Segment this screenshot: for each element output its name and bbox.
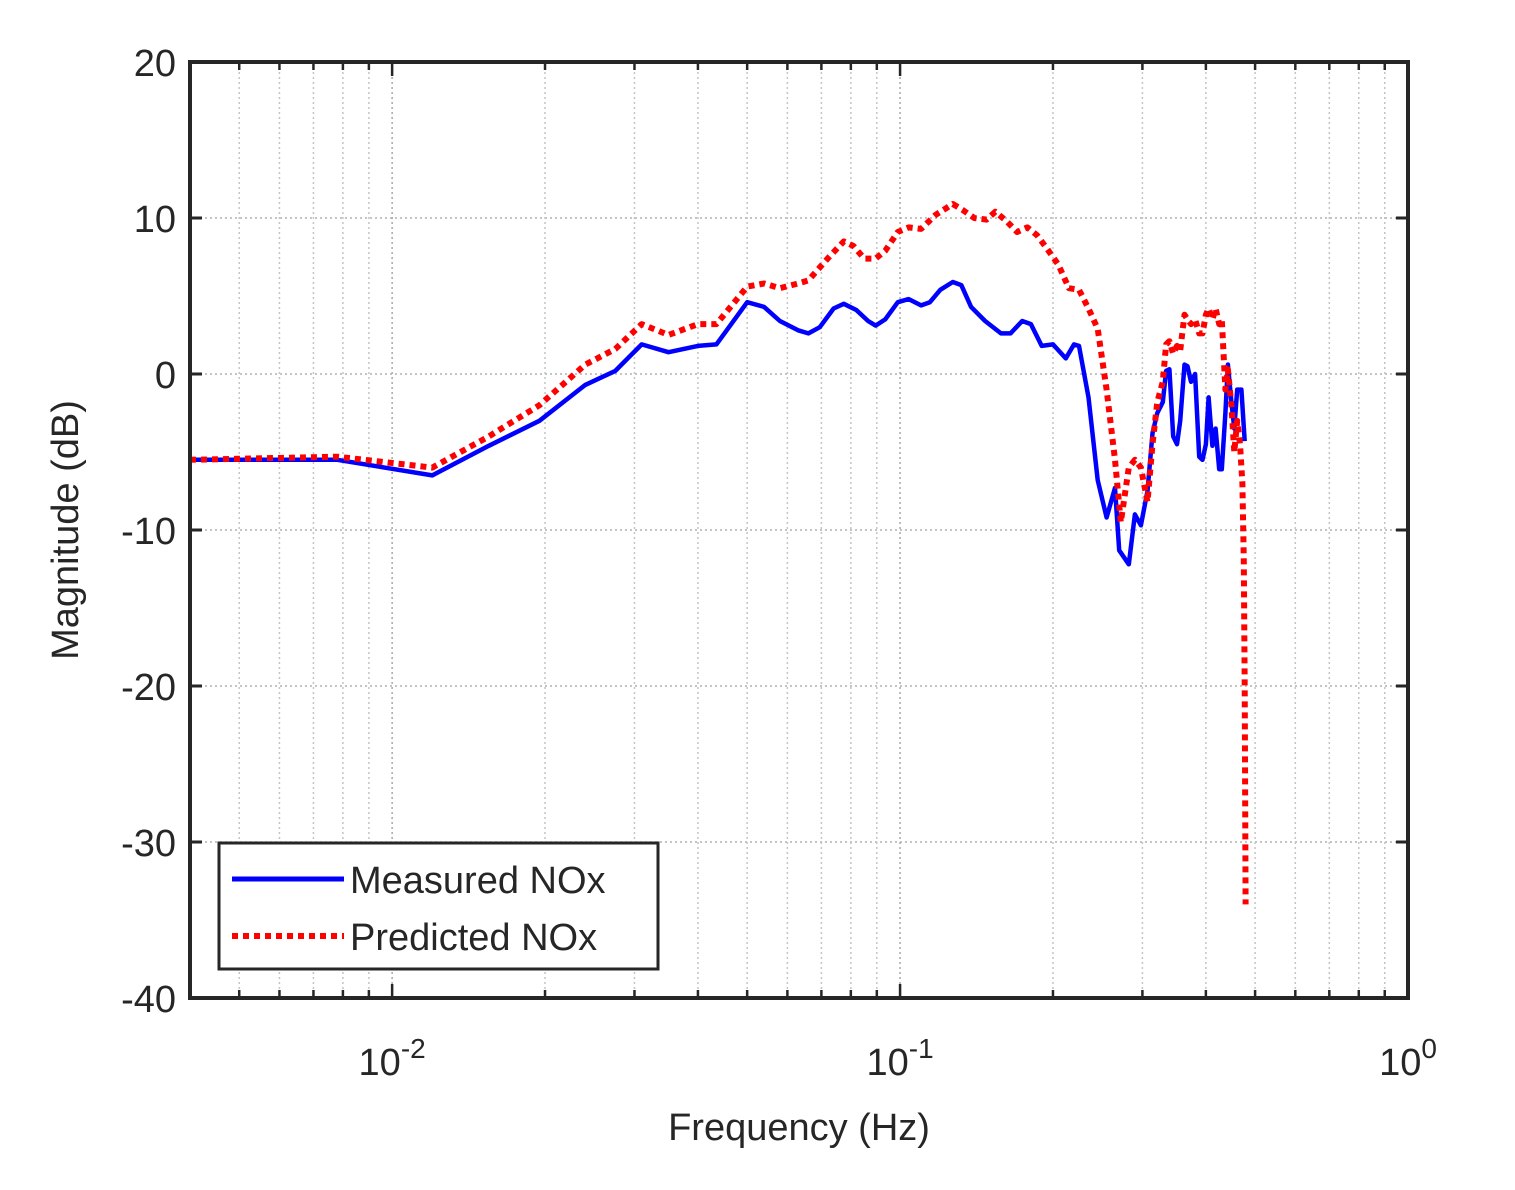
y-axis-label: Magnitude (dB) — [45, 400, 87, 660]
series-line-predicted — [189, 201, 1249, 905]
y-tick-label: 20 — [134, 43, 176, 85]
y-tick-label: 0 — [155, 355, 176, 397]
y-tick-label: -10 — [121, 511, 176, 553]
x-tick-label-base: 10 — [1379, 1042, 1421, 1084]
y-tick-label: -40 — [121, 979, 176, 1021]
series-lines — [189, 201, 1249, 905]
x-tick-label: 100 — [1379, 1033, 1437, 1084]
y-tick-label: -30 — [121, 823, 176, 865]
legend-label-measured: Measured NOx — [350, 860, 606, 902]
y-tick-label: 10 — [134, 199, 176, 241]
x-tick-label: 10-2 — [359, 1033, 426, 1084]
legend: Measured NOx Predicted NOx — [217, 841, 660, 971]
legend-label-predicted: Predicted NOx — [350, 917, 597, 959]
x-tick-label-base: 10 — [359, 1042, 401, 1084]
x-tick-label-base: 10 — [866, 1042, 908, 1084]
y-tick-label: -20 — [121, 667, 176, 709]
series-line-measured — [190, 279, 1247, 567]
legend-box — [217, 841, 660, 971]
axes-box — [188, 60, 1410, 1000]
x-tick-label: 10-1 — [866, 1033, 933, 1084]
x-tick-label-exponent: -2 — [401, 1033, 426, 1064]
x-tick-labels: 10-2 10-1 100 — [359, 1033, 1437, 1084]
x-axis-label: Frequency (Hz) — [668, 1107, 930, 1149]
x-tick-label-exponent: 0 — [1421, 1033, 1437, 1064]
y-tick-labels: 20 10 0 -10 -20 -30 -40 — [121, 43, 176, 1021]
x-tick-label-exponent: -1 — [909, 1033, 934, 1064]
